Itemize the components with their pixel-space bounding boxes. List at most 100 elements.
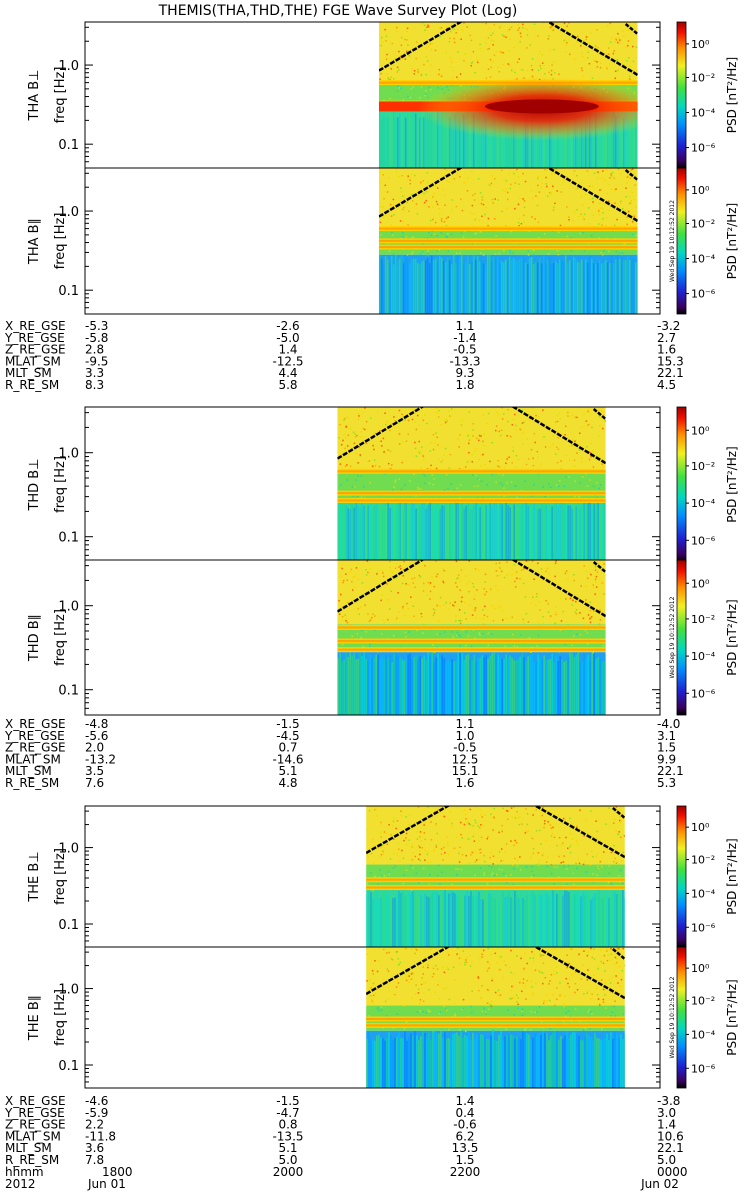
speckle: [398, 610, 400, 613]
streak: [564, 255, 567, 314]
speckle: [421, 24, 423, 26]
ephemeris-value: 1.6: [657, 343, 676, 357]
time-tick-date: Jun 02: [640, 1177, 679, 1191]
colorbar-gradient: [676, 559, 687, 716]
speckle: [473, 598, 476, 600]
streak: [610, 897, 612, 947]
streak: [378, 255, 381, 314]
speckle: [397, 958, 399, 960]
streak: [380, 897, 382, 947]
speckle: [479, 808, 481, 811]
streak: [505, 654, 507, 715]
y-tick-label: 0.1: [58, 918, 79, 933]
streak: [438, 110, 441, 168]
streak: [600, 1039, 602, 1088]
speckle: [363, 428, 366, 431]
speckle: [482, 413, 485, 416]
speckle: [510, 183, 512, 186]
streak: [398, 258, 401, 314]
y-tick-label: 1.0: [58, 842, 79, 857]
streak: [410, 111, 413, 168]
speckle: [509, 249, 511, 252]
trace-curve-right: [511, 560, 606, 618]
streak: [444, 889, 446, 947]
streak: [428, 897, 430, 947]
speckle: [458, 861, 461, 863]
speckle: [573, 170, 576, 172]
speckle: [412, 866, 414, 869]
speckle: [365, 420, 368, 423]
speckle: [419, 850, 421, 852]
speckle: [422, 1010, 424, 1013]
speckle: [617, 41, 619, 44]
speckle: [616, 957, 618, 960]
speckle: [422, 419, 425, 422]
speckle: [499, 574, 501, 577]
speckle: [497, 994, 500, 996]
streak: [484, 116, 487, 168]
speckle: [374, 615, 376, 617]
speckle: [415, 41, 418, 43]
speckle: [539, 67, 542, 70]
ephemeris-row-name: R_RE_SM: [5, 378, 59, 392]
streak: [484, 890, 486, 947]
streak: [383, 659, 385, 715]
speckle: [340, 443, 343, 446]
speckle: [480, 465, 482, 467]
speckle: [491, 202, 494, 204]
streak: [572, 1031, 574, 1088]
speckle: [438, 73, 440, 76]
speckle: [615, 975, 617, 977]
speckle: [371, 464, 373, 467]
streak: [506, 896, 508, 947]
streak: [542, 115, 545, 168]
streak: [363, 505, 365, 562]
speckle: [359, 606, 362, 608]
speckle: [542, 954, 545, 957]
speckle: [575, 839, 578, 842]
speckle: [413, 577, 416, 579]
speckle: [499, 994, 502, 996]
speckle: [567, 411, 569, 414]
streak: [574, 258, 577, 314]
streak: [437, 501, 439, 562]
speckle: [390, 467, 392, 470]
streak: [454, 262, 457, 314]
streak: [430, 895, 432, 947]
streak: [476, 896, 478, 947]
speckle: [498, 851, 501, 853]
speckle: [590, 455, 592, 458]
speckle: [560, 191, 562, 193]
ephemeris-value: -0.5: [453, 741, 476, 755]
speckle: [502, 859, 505, 862]
speckle: [602, 170, 604, 172]
speckle: [533, 249, 535, 252]
speckle: [552, 61, 555, 64]
speckle: [547, 483, 550, 485]
speckle: [468, 590, 471, 593]
speckle: [514, 839, 516, 842]
streak: [573, 502, 575, 562]
trace-curve-left: [366, 806, 451, 855]
speckle: [418, 424, 421, 427]
streak: [414, 113, 417, 168]
ephemeris-value: 22.1: [657, 366, 684, 380]
speckle: [518, 427, 521, 429]
speckle: [541, 62, 544, 64]
streak: [361, 502, 363, 562]
streak: [455, 660, 457, 715]
speckle: [403, 560, 405, 563]
speckle: [494, 952, 497, 955]
ephemeris-value: 22.1: [657, 1141, 684, 1155]
speckle: [396, 562, 398, 565]
speckle: [586, 577, 589, 579]
speckle: [470, 64, 473, 67]
ephemeris-value: 5.1: [278, 1141, 297, 1155]
speckle: [442, 567, 445, 570]
speckle: [405, 844, 408, 846]
speckle: [590, 616, 593, 618]
streak: [586, 262, 589, 314]
speckle: [566, 965, 568, 968]
speckle: [511, 70, 513, 72]
speckle: [605, 169, 608, 172]
